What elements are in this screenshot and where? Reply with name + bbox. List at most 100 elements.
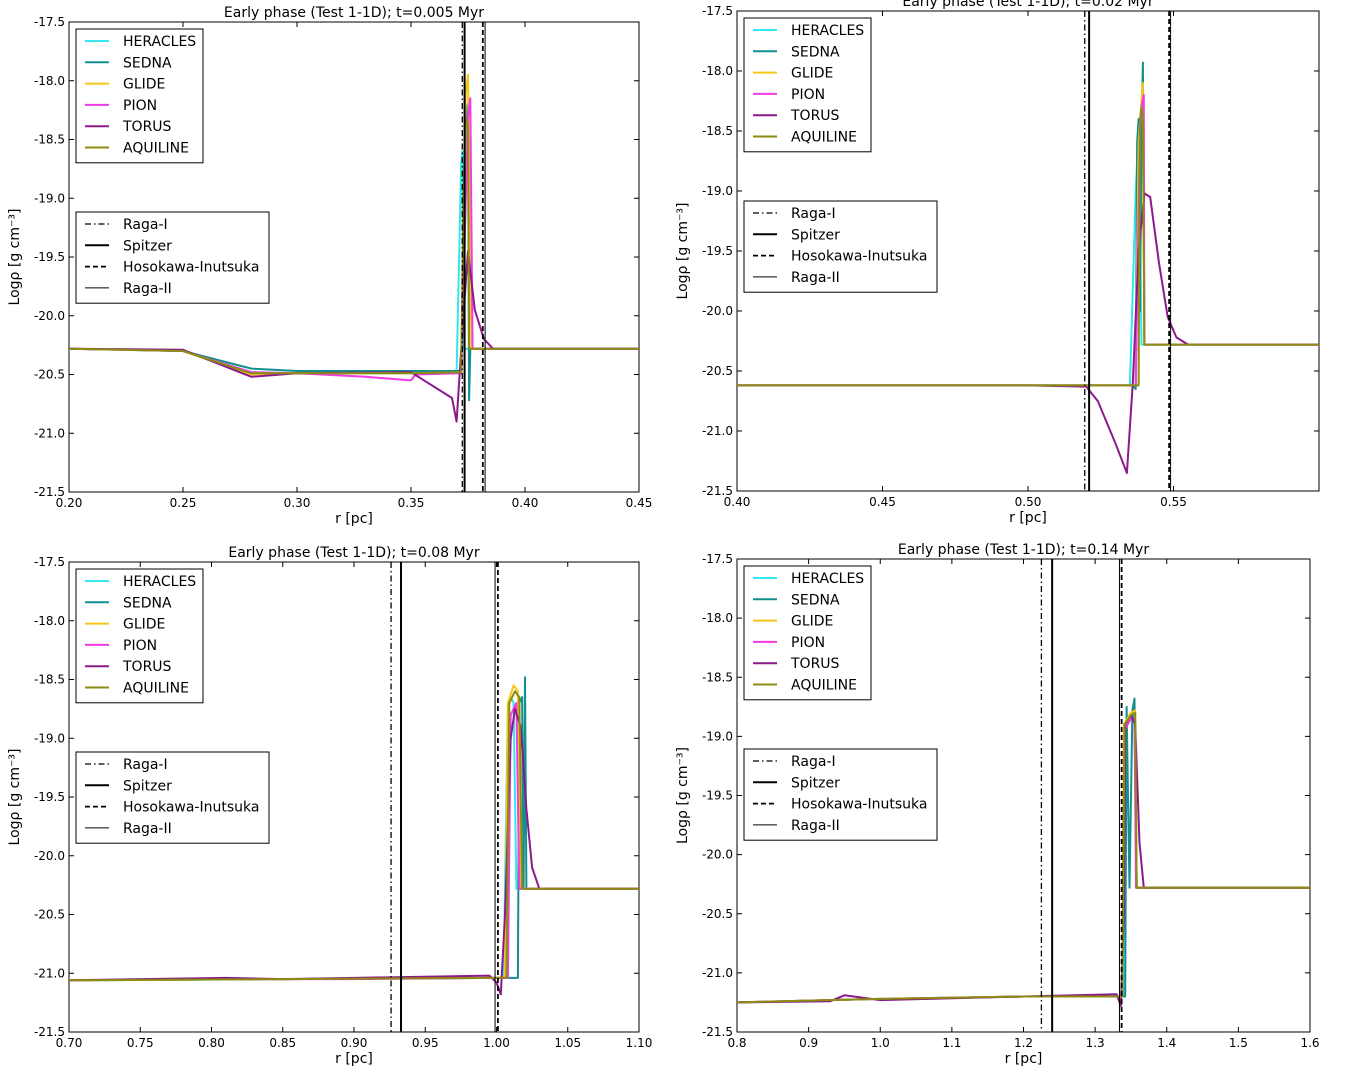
legend-label: Raga-II [123,821,172,837]
y-tick-label: -21.5 [702,1025,733,1039]
y-tick-label: -19.5 [34,790,65,804]
legend-series: HERACLES SEDNA GLIDE PION TORUS AQUILINE [743,17,872,153]
x-axis-label: r [pc] [1005,1051,1043,1067]
legend-label: AQUILINE [791,678,857,694]
x-tick-label: 0.9 [799,1036,818,1050]
legend-label: TORUS [122,119,172,135]
legend-label: Hosokawa-Inutsuka [123,800,259,816]
y-tick-label: -19.5 [702,789,733,803]
y-tick-label: -20.0 [702,848,733,862]
legend-label: AQUILINE [123,141,189,157]
y-tick-label: -21.0 [702,966,733,980]
legend-label: SEDNA [791,592,840,608]
legend-label: GLIDE [791,614,833,630]
x-tick-label: 1.4 [1157,1036,1176,1050]
x-tick-label: 0.40 [512,496,539,510]
legend-label: Hosokawa-Inutsuka [791,797,927,813]
y-tick-label: -20.5 [34,368,65,382]
x-tick-label: 0.30 [284,496,311,510]
y-tick-label: -20.5 [34,908,65,922]
x-tick-label: 0.70 [56,1036,83,1050]
x-tick-label: 0.25 [170,496,197,510]
legend-label: SEDNA [123,55,172,71]
series-line-aquiline [69,690,639,982]
legend-label: GLIDE [123,77,165,93]
chart-title: Early phase (Test 1-1D); t=0.005 Myr [224,5,484,21]
legend-label: Spitzer [791,227,840,243]
y-tick-label: -18.0 [702,64,733,78]
legend-reference: Raga-I Spitzer Hosokawa-Inutsuka Raga-II [743,200,938,293]
legend-label: Spitzer [123,238,172,254]
y-axis-label: Logρ [g cm⁻³] [7,209,23,306]
x-tick-label: 0.20 [56,496,83,510]
legend-box [743,748,938,841]
y-tick-label: -19.5 [702,244,733,258]
y-tick-label: -21.0 [702,424,733,438]
legend-label: Spitzer [791,775,840,791]
y-tick-label: -21.0 [34,426,65,440]
y-tick-label: -20.0 [34,309,65,323]
legend-label: PION [791,635,825,651]
y-tick-label: -20.5 [702,364,733,378]
legend-box [75,211,270,304]
legend-label: AQUILINE [791,130,857,146]
x-tick-label: 1.0 [871,1036,890,1050]
chart-panel-1: Early phase (Test 1-1D); t=0.005 Myr 0.20… [7,5,652,527]
chart-panel-3: Early phase (Test 1-1D); t=0.08 Myr 0.70 0… [7,545,652,1067]
y-tick-label: -18.0 [702,611,733,625]
x-tick-label: 1.6 [1300,1036,1319,1050]
legend-label: SEDNA [791,44,840,60]
legend-reference: Raga-I Spitzer Hosokawa-Inutsuka Raga-II [75,751,270,844]
legend-label: TORUS [122,659,172,675]
y-tick-label: -21.0 [34,966,65,980]
y-tick-label: -18.0 [34,74,65,88]
y-tick-label: -17.5 [34,15,65,29]
legend-label: HERACLES [791,23,864,39]
x-tick-label: 1.00 [483,1036,510,1050]
series-line-aquiline [737,106,1319,387]
y-tick-label: -19.0 [702,184,733,198]
legend-label: TORUS [790,108,840,124]
y-tick-label: -20.0 [34,849,65,863]
y-tick-label: -21.5 [702,484,733,498]
x-tick-label: 0.85 [269,1036,296,1050]
legend-label: SEDNA [123,595,172,611]
plot-area [737,11,1319,491]
y-tick-label: -18.5 [702,670,733,684]
y-tick-label: -17.5 [34,555,65,569]
legend-label: AQUILINE [123,681,189,697]
chart-panel-4: Early phase (Test 1-1D); t=0.14 Myr 0.8 0.… [675,542,1320,1067]
y-tick-label: -19.0 [34,731,65,745]
legend-label: HERACLES [123,574,196,590]
legend-label: PION [791,87,825,103]
legend-label: Raga-II [791,270,840,286]
legend-series: HERACLES SEDNA GLIDE PION TORUS AQUILINE [75,28,204,164]
legend-label: GLIDE [791,66,833,82]
legend-label: PION [123,98,157,114]
y-tick-label: -19.0 [702,729,733,743]
x-axis-label: r [pc] [335,1051,373,1067]
x-axis-label: r [pc] [335,511,373,527]
x-tick-label: 0.75 [127,1036,154,1050]
legend-label: GLIDE [123,617,165,633]
y-tick-label: -17.5 [702,552,733,566]
legend-label: PION [123,638,157,654]
legend-label: HERACLES [123,34,196,50]
x-tick-label: 0.35 [398,496,425,510]
legend-box [743,565,872,701]
chart-title: Early phase (Test 1-1D); t=0.02 Myr [902,0,1153,10]
chart-title: Early phase (Test 1-1D); t=0.08 Myr [228,545,479,561]
y-tick-label: -20.0 [702,304,733,318]
y-tick-label: -21.5 [34,1025,65,1039]
x-tick-label: 0.40 [724,495,751,509]
x-tick-label: 0.95 [412,1036,439,1050]
x-tick-label: 0.55 [1160,495,1187,509]
y-tick-label: -18.0 [34,614,65,628]
legend-label: Raga-I [123,757,168,773]
chart-title: Early phase (Test 1-1D); t=0.14 Myr [898,542,1149,558]
x-tick-label: 0.45 [626,496,653,510]
legend-label: Raga-I [123,217,168,233]
legend-label: TORUS [790,656,840,672]
chart-panel-2: Early phase (Test 1-1D); t=0.02 Myr 0.40 0… [675,0,1320,526]
